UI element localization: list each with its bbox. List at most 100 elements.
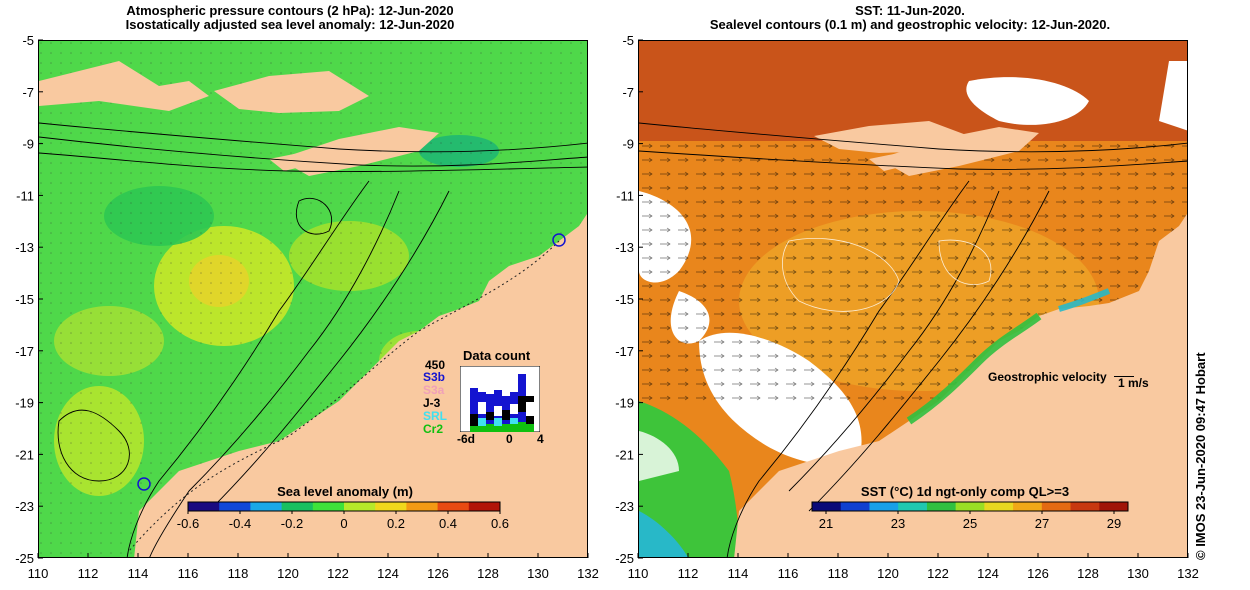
lat-tick-label: -11 [616, 188, 634, 203]
land-sumba [269, 153, 309, 171]
right-title-line1: SST: 11-Jun-2020. [855, 3, 965, 18]
lat-tick-label: -23 [615, 499, 634, 514]
colorbar-tick-label: 0.2 [387, 516, 405, 531]
lon-tick-label: 130 [527, 566, 549, 581]
lon-tick-label: 126 [1027, 566, 1049, 581]
lat-tick-label: -15 [615, 292, 634, 307]
lat-tick-label: -17 [15, 344, 34, 359]
data-count-max-label: 450 [425, 358, 446, 372]
mission-s3a: S3a [423, 383, 445, 397]
velocity-label: Geostrophic velocity [988, 370, 1107, 384]
no-data-cloud [966, 77, 1089, 125]
colorbar-tick-label: 23 [891, 516, 905, 531]
colorbar-segment [1013, 502, 1043, 511]
colorbar-segment [312, 502, 345, 511]
lon-tick-label: 112 [78, 566, 99, 581]
land-java-bali [39, 61, 209, 111]
colorbar-tick-label: 0.6 [491, 516, 509, 531]
left-title-line2: Isostatically adjusted sea level anomaly… [125, 17, 455, 32]
lat-tick-label: -15 [15, 292, 34, 307]
lon-tick-label: 128 [477, 566, 499, 581]
lat-tick-label: -23 [15, 499, 34, 514]
lat-tick-label: -11 [16, 188, 34, 203]
tide-gauge-marker[interactable] [137, 477, 151, 491]
lon-tick-label: 124 [977, 566, 999, 581]
lat-tick-label: -7 [22, 85, 34, 100]
lat-tick-label: -9 [22, 137, 34, 152]
colorbar-segment [984, 502, 1014, 511]
left-title: Atmospheric pressure contours (2 hPa): 1… [70, 4, 510, 32]
sealevel-contours [639, 122, 1187, 557]
land-timor [279, 127, 439, 176]
colorbar-tick-label: 29 [1107, 516, 1121, 531]
lat-tick-label: -25 [15, 551, 34, 566]
colorbar-segment [1099, 502, 1129, 511]
velocity-legend: Geostrophic velocity 1 m/s [988, 368, 1149, 390]
lat-tick-label: -9 [622, 137, 634, 152]
mission-legend: S3b S3a J-3 SRL Cr2 [423, 371, 447, 436]
lon-tick-label: 110 [28, 566, 49, 581]
lat-tick-label: -5 [22, 33, 34, 48]
lon-tick-label: 132 [1177, 566, 1199, 581]
colorbar-segment [250, 502, 283, 511]
data-count-x-label: -6d [457, 432, 475, 446]
lon-tick-label: 126 [427, 566, 449, 581]
right-title: SST: 11-Jun-2020. Sealevel contours (0.1… [660, 4, 1160, 32]
lon-tick-label: 116 [178, 566, 199, 581]
sst-coastal-cold [1058, 288, 1111, 312]
copyright: © IMOS 23-Jun-2020 09:47 Hobart [1193, 352, 1208, 560]
sst-colorbar: SST (°C) 1d ngt-only comp QL>=3 21 23 25 27… [811, 484, 1129, 531]
colorbar-segment [955, 502, 985, 511]
land-flores-islands [214, 71, 369, 113]
colorbar-tick-label: -0.6 [177, 516, 199, 531]
tide-gauge-marker[interactable] [552, 233, 566, 247]
colorbar-ticks: -0.6 -0.4 -0.2 0 0.2 0.4 0.6 [177, 511, 509, 531]
colorbar-segment [812, 502, 842, 511]
sea-level-anomaly-map[interactable] [38, 40, 588, 558]
colorbar-tick-label: -0.2 [281, 516, 303, 531]
lon-tick-label: 130 [1127, 566, 1149, 581]
colorbar-title: SST (°C) 1d ngt-only comp QL>=3 [861, 484, 1069, 499]
lat-tick-label: -7 [622, 85, 634, 100]
lon-tick-label: 120 [877, 566, 899, 581]
colorbar-tick-label: 25 [963, 516, 977, 531]
lon-tick-label: 132 [577, 566, 599, 581]
left-title-line1: Atmospheric pressure contours (2 hPa): 1… [126, 3, 454, 18]
lon-tick-label: 122 [927, 566, 949, 581]
sealevel-contours-white [782, 238, 992, 312]
lon-tick-label: 118 [228, 566, 249, 581]
lon-tick-label: 118 [828, 566, 849, 581]
mission-j3: J-3 [423, 396, 441, 410]
mission-s3b: S3b [423, 370, 446, 384]
colorbar-segment [869, 502, 899, 511]
colorbar-segment [406, 502, 439, 511]
colorbar-segment [375, 502, 407, 511]
lat-tick-label: -19 [15, 396, 34, 411]
colorbar-gradient [187, 501, 501, 512]
velocity-arrow-icon [1114, 368, 1135, 377]
data-count-inset: Data count 450 S3b S3a J-3 SRL Cr2 -6d 0… [420, 348, 560, 448]
colorbar-segment [281, 502, 314, 511]
lon-tick-label: 114 [728, 566, 749, 581]
colorbar-segment [188, 502, 220, 511]
lon-tick-label: 114 [128, 566, 149, 581]
colorbar-segment [219, 502, 251, 511]
lat-tick-label: -17 [615, 344, 634, 359]
colorbar-segment [898, 502, 928, 511]
lon-tick-label: 110 [628, 566, 649, 581]
colorbar-segment [1070, 502, 1100, 511]
data-count-bars [460, 366, 540, 432]
sea-level-colorbar: Sea level anomaly (m) -0.6 -0.4 -0.2 0 0.2 0.… [177, 484, 509, 531]
lat-tick-label: -5 [622, 33, 634, 48]
bar-stack [470, 374, 534, 432]
lon-tick-label: 112 [678, 566, 699, 581]
sst-cool-southwest [639, 401, 739, 557]
sst-map[interactable] [638, 40, 1188, 558]
sst-coastal-cool [906, 312, 1042, 425]
lat-tick-label: -21 [615, 447, 634, 462]
land-timor [879, 127, 1039, 176]
colorbar-segment [437, 502, 470, 511]
colorbar-tick-label: 21 [819, 516, 833, 531]
lat-tick-label: -19 [615, 396, 634, 411]
lat-tick-label: -13 [15, 240, 34, 255]
